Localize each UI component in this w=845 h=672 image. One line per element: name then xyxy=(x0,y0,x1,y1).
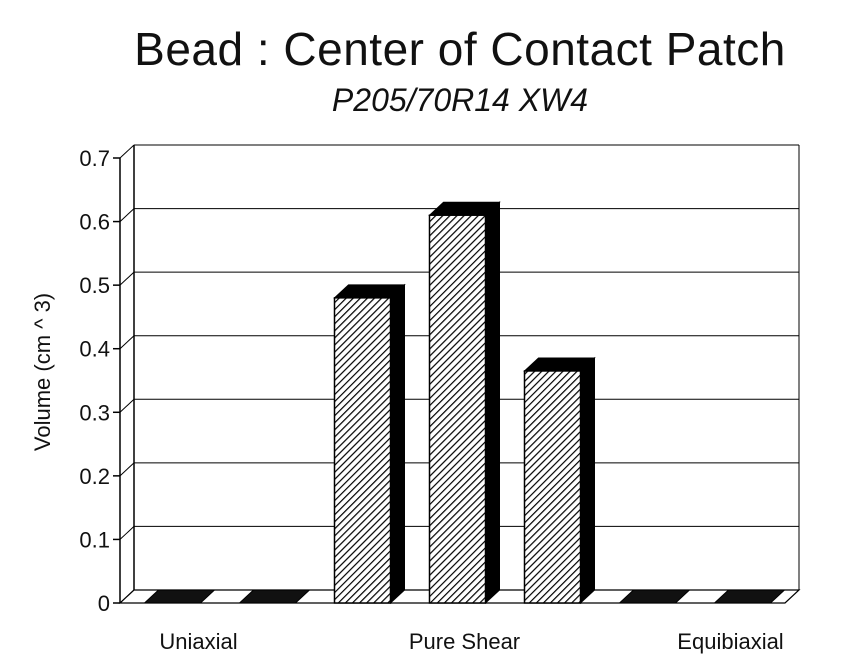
bar-side xyxy=(485,201,500,605)
bar-front xyxy=(428,214,487,604)
y-tick-label: 0.2 xyxy=(79,464,110,489)
x-tick-label: Equibiaxial xyxy=(677,629,783,654)
y-tick-label: 0.5 xyxy=(79,273,110,298)
y-tick-label: 0.3 xyxy=(79,400,110,425)
x-tick-labels: Uniaxial Pure Shear Equibiaxial xyxy=(159,629,783,654)
bar xyxy=(238,589,311,604)
bar-side xyxy=(580,356,595,605)
bars xyxy=(143,201,786,605)
grid-wall-line xyxy=(119,462,135,477)
bar-front xyxy=(333,297,392,604)
bar xyxy=(333,283,406,605)
y-axis-label: Volume (cm ^ 3) xyxy=(30,293,55,451)
grid-wall-line xyxy=(119,271,135,286)
grid-wall-line xyxy=(119,398,135,413)
chart-title: Bead : Center of Contact Patch xyxy=(134,23,786,75)
y-tick-label: 0.7 xyxy=(79,146,110,171)
y-tick-label: 0.4 xyxy=(79,337,110,362)
bar-footprint xyxy=(143,589,216,604)
bar-side xyxy=(390,283,405,605)
grid-wall-line xyxy=(119,526,135,540)
x-tick-label: Uniaxial xyxy=(159,629,237,654)
bar xyxy=(428,201,501,605)
y-tick-label: 0.1 xyxy=(79,527,110,552)
y-tick-label: 0 xyxy=(98,591,110,616)
grid-wall-line xyxy=(119,208,135,222)
bar xyxy=(143,589,216,604)
chart-subtitle: P205/70R14 XW4 xyxy=(331,82,589,118)
grid-wall-line xyxy=(119,335,135,350)
bar-footprint xyxy=(618,589,691,604)
bar xyxy=(618,589,691,604)
bar xyxy=(523,356,596,605)
axes: Volume (cm ^ 3) 0 0.1 0.2 0.3 0.4 0.5 0.6 0.7 xyxy=(30,146,121,616)
y-tick-label: 0.6 xyxy=(79,210,110,235)
grid-wall-line xyxy=(119,144,135,159)
x-tick-label: Pure Shear xyxy=(409,629,520,654)
bar-front xyxy=(523,370,582,604)
bar-footprint xyxy=(238,589,311,604)
bar-footprint xyxy=(713,589,786,604)
bar xyxy=(713,589,786,604)
